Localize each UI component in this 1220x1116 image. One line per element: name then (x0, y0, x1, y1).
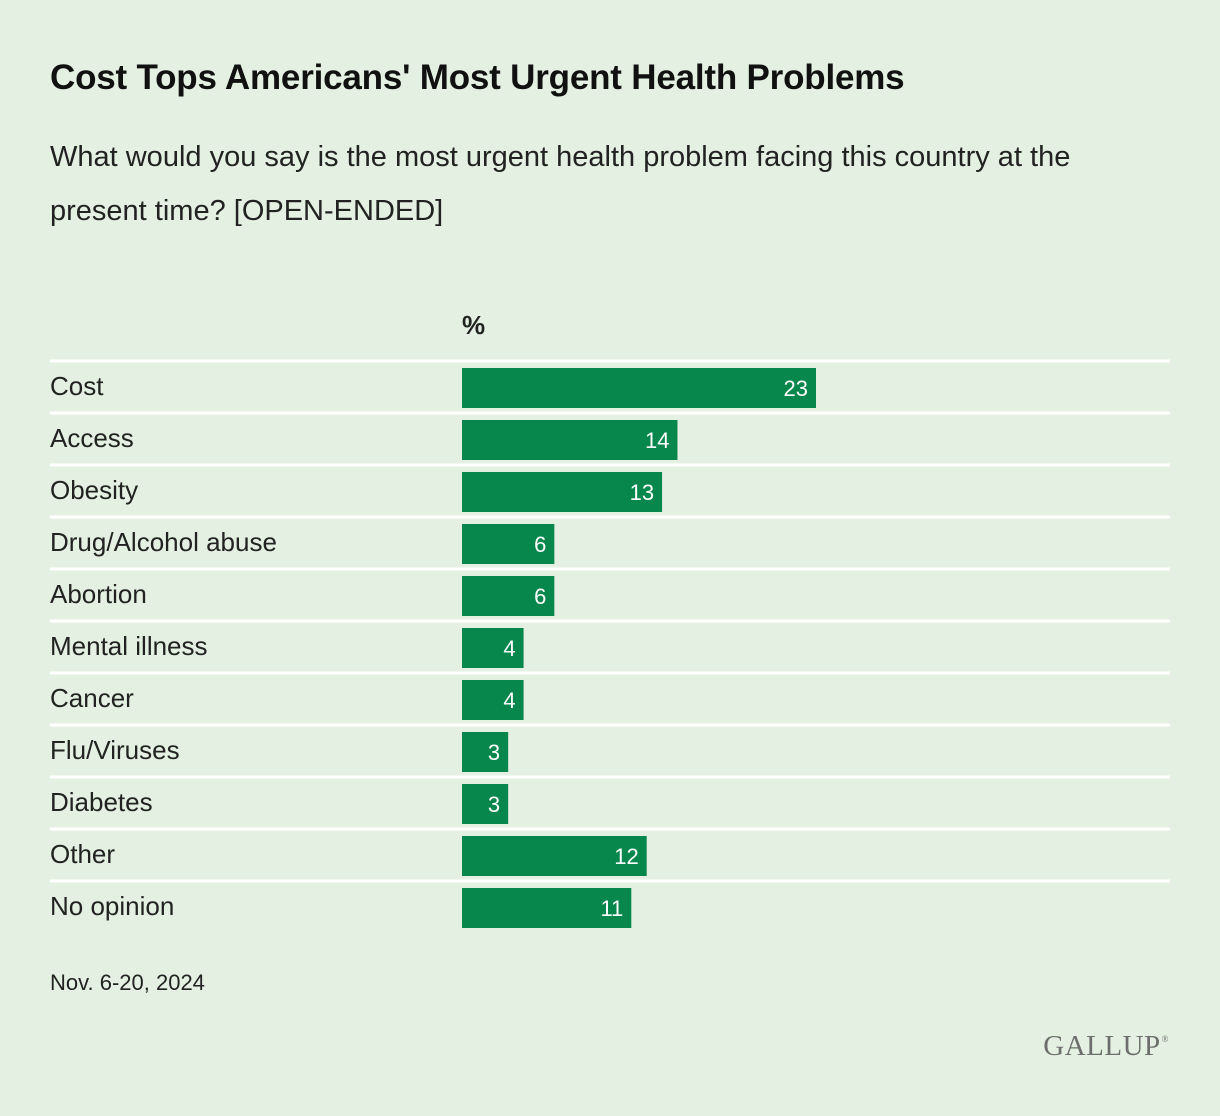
row-separator (50, 723, 1170, 727)
category-label: Flu/Viruses (50, 735, 180, 765)
bar (462, 368, 816, 408)
chart-title: Cost Tops Americans' Most Urgent Health … (50, 58, 905, 97)
row-separator (50, 671, 1170, 675)
bar (462, 524, 555, 564)
bar (462, 576, 555, 616)
chart-subtitle: What would you say is the most urgent he… (50, 141, 1071, 227)
row-separator (50, 879, 1170, 883)
category-label: Cancer (50, 683, 134, 713)
row-separator (50, 463, 1170, 467)
bar (462, 888, 632, 928)
row-separator (50, 411, 1170, 415)
category-label: Drug/Alcohol abuse (50, 527, 277, 557)
bar (462, 472, 663, 512)
bar (462, 784, 509, 824)
category-label: Cost (50, 371, 104, 401)
registered-mark: ® (1161, 1034, 1169, 1044)
category-label: Obesity (50, 475, 138, 505)
row-separator (50, 567, 1170, 571)
bar (462, 420, 678, 460)
bar-value-label: 6 (534, 584, 546, 609)
bar-value-label: 4 (503, 688, 515, 713)
bar-value-label: 13 (630, 480, 654, 505)
gallup-logo: GALLUP® (1043, 1030, 1168, 1063)
row-separator (50, 827, 1170, 831)
date-note: Nov. 6-20, 2024 (50, 970, 205, 995)
category-label: Diabetes (50, 787, 153, 817)
row-separator (50, 359, 1170, 363)
bar-value-label: 11 (600, 896, 623, 921)
bar-value-label: 3 (488, 740, 500, 765)
category-label: Access (50, 423, 134, 453)
row-separator (50, 619, 1170, 623)
bar (462, 732, 509, 772)
bar (462, 680, 524, 720)
bar-value-label: 4 (503, 636, 515, 661)
bar (462, 628, 524, 668)
category-label: Abortion (50, 579, 147, 609)
bar-value-label: 23 (784, 376, 808, 401)
category-label: No opinion (50, 891, 174, 921)
category-label: Other (50, 839, 115, 869)
row-separator (50, 515, 1170, 519)
bar-value-label: 6 (534, 532, 546, 557)
bar-value-label: 3 (488, 792, 500, 817)
bar-value-label: 14 (645, 428, 669, 453)
row-separator (50, 775, 1170, 779)
bar-chart: Cost 23 Access 14 Obesity 13 Drug/Alcohol abus… (50, 359, 1170, 928)
category-label: Mental illness (50, 631, 208, 661)
unit-label: % (462, 310, 486, 340)
bar (462, 836, 647, 876)
logo-text: GALLUP (1043, 1030, 1161, 1062)
bar-value-label: 12 (614, 844, 638, 869)
